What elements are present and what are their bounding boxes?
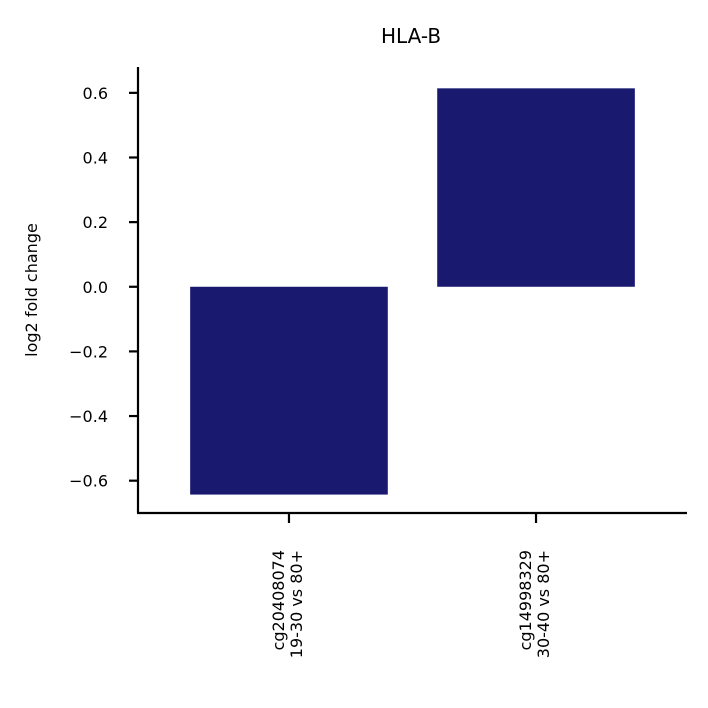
x-ticks: cg2040807419-30 vs 80+ cg1499832930-40 vs… (269, 513, 553, 658)
x-tick-label-1-line-1: 30-40 vs 80+ (534, 550, 553, 658)
chart-title: HLA-B (381, 24, 441, 48)
x-tick-label-1: cg1499832930-40 vs 80+ (516, 550, 553, 658)
y-tick-label-4: 0.2 (83, 213, 108, 232)
y-tick-label-6: 0.6 (83, 84, 108, 103)
axes (136, 67, 687, 515)
y-ticks: −0.6 −0.4 −0.2 0.0 0.2 0.4 0.6 (69, 84, 138, 491)
bar-0 (190, 286, 388, 495)
x-tick-label-1-line-0: cg14998329 (516, 550, 535, 650)
x-tick-label-0-line-0: cg20408074 (269, 550, 288, 650)
y-tick-label-1: −0.4 (69, 407, 108, 426)
bars (190, 88, 635, 495)
x-tick-label-0: cg2040807419-30 vs 80+ (269, 550, 306, 658)
y-tick-label-3: 0.0 (83, 278, 108, 297)
x-tick-label-0-line-1: 19-30 vs 80+ (287, 550, 306, 658)
bar-1 (437, 88, 635, 287)
y-tick-label-2: −0.2 (69, 342, 108, 361)
y-axis-label: log2 fold change (22, 223, 41, 357)
y-tick-label-5: 0.4 (83, 148, 108, 167)
y-tick-label-0: −0.6 (69, 472, 108, 491)
